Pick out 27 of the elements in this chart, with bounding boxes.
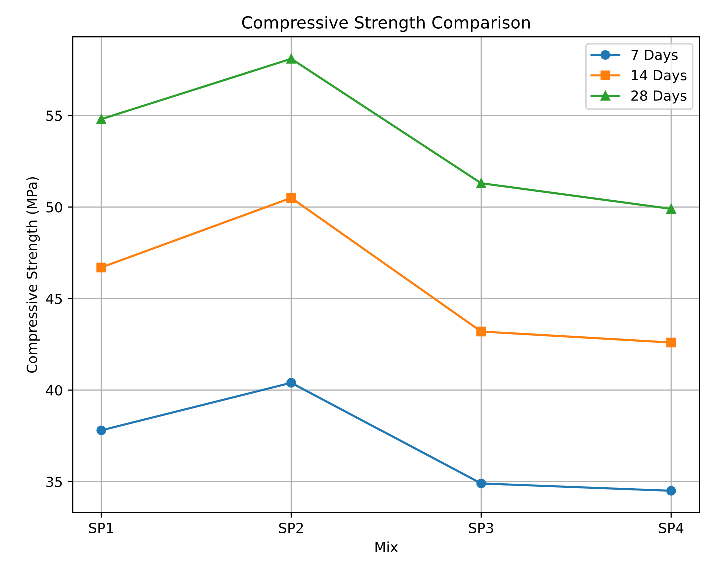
point: [286, 193, 296, 203]
point: [666, 338, 676, 348]
x-tick-label: SP2: [279, 522, 304, 534]
point: [476, 178, 486, 188]
point: [286, 54, 296, 64]
point: [286, 378, 296, 388]
y-axis-title: Compressive Strength (MPa): [26, 177, 40, 374]
point: [476, 478, 486, 489]
point: [666, 486, 676, 496]
y-tick-label: 55: [46, 110, 62, 122]
y-tick-label: 45: [46, 294, 62, 304]
point: [96, 262, 106, 273]
y-tick-label: 50: [46, 202, 62, 213]
x-tick-label: SP3: [469, 522, 494, 534]
legend-label: 28 Days: [632, 90, 687, 104]
legend-label: 7 Days: [632, 50, 678, 63]
point: [96, 114, 106, 124]
x-tick-label: SP4: [659, 522, 684, 534]
point: [96, 426, 106, 436]
x-axis-title: Mix: [376, 542, 398, 552]
point: [666, 204, 676, 214]
legend-label: 14 Days: [632, 70, 687, 84]
y-tick-label: 40: [46, 385, 62, 396]
y-tick-label: 35: [46, 476, 62, 488]
x-tick-label: SP1: [89, 522, 114, 534]
chart-title: Compressive Strength Comparison: [242, 16, 530, 32]
point: [476, 326, 486, 337]
